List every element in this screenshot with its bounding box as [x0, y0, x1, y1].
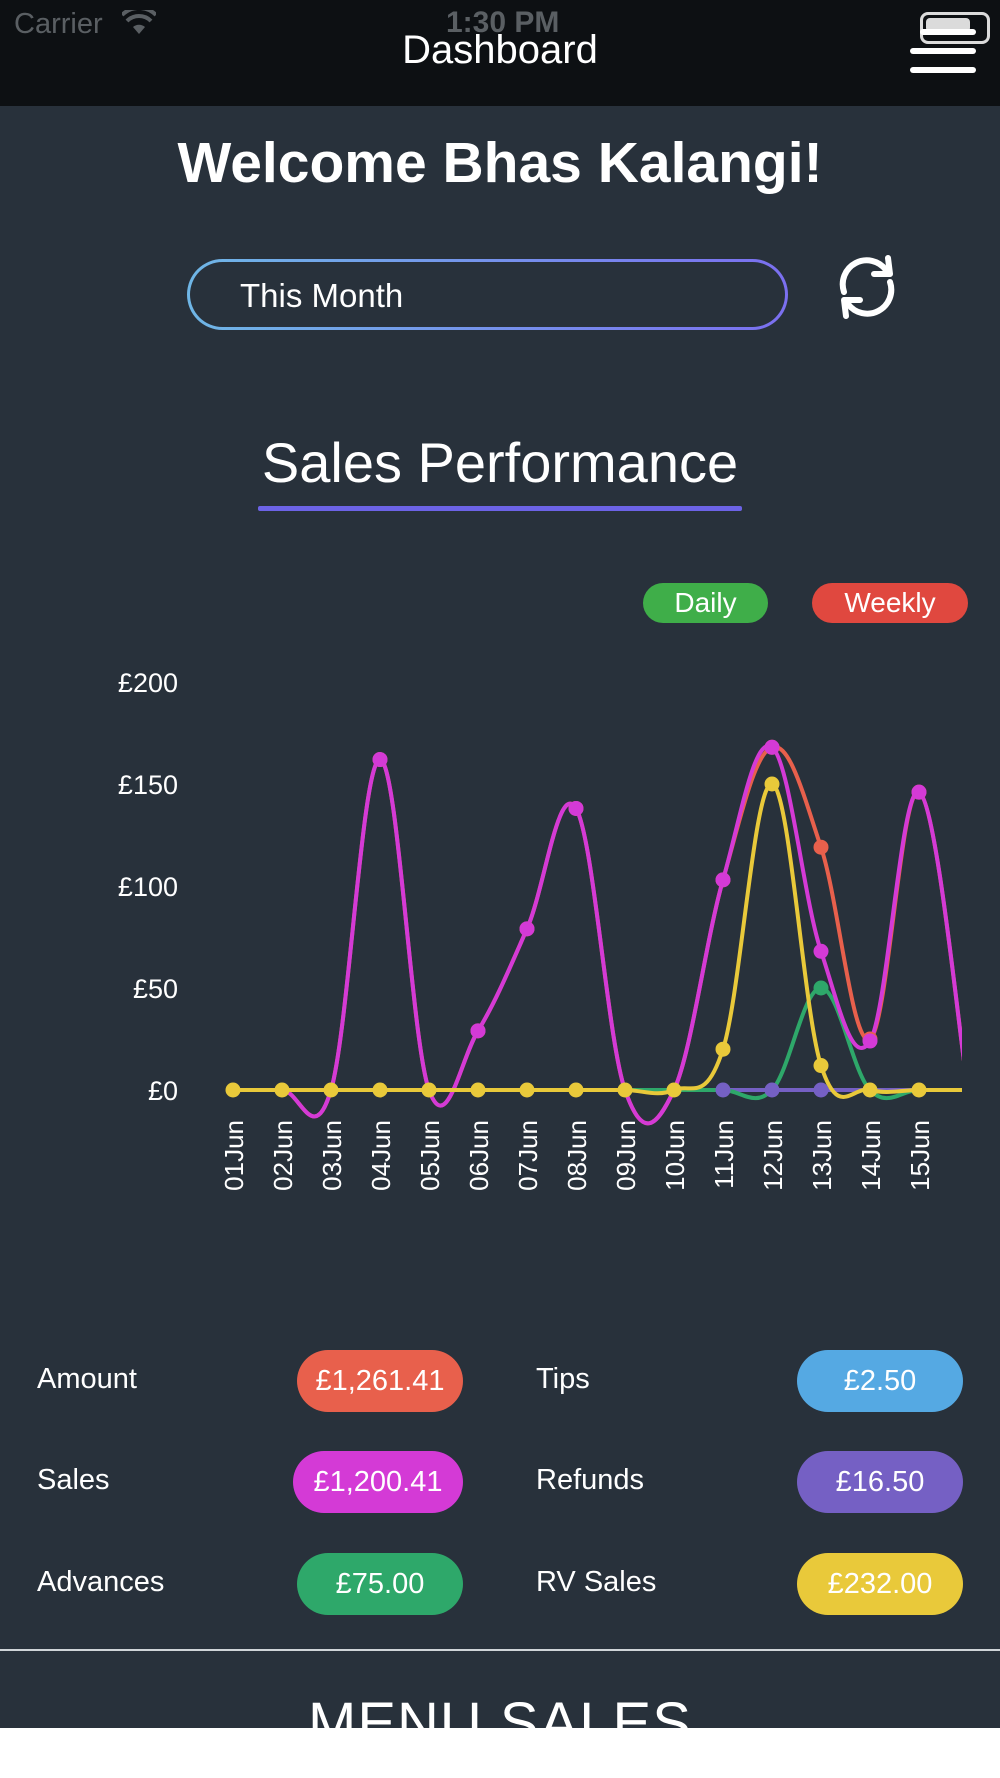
heading-underline — [258, 506, 742, 511]
data-point-rv_sales — [519, 1082, 535, 1098]
amount-label: Amount — [37, 1363, 137, 1395]
data-point-sales — [862, 1033, 878, 1049]
x-tick-label: 09Jun — [611, 1120, 641, 1191]
x-tick-label: 01Jun — [219, 1120, 249, 1191]
x-tick-label: 04Jun — [366, 1120, 396, 1191]
refunds-value: £16.50 — [797, 1451, 963, 1513]
x-tick-label: 06Jun — [464, 1120, 494, 1191]
x-tick-label: 02Jun — [268, 1120, 298, 1191]
y-tick-label: £50 — [133, 974, 178, 1004]
sales-value: £1,200.41 — [293, 1451, 463, 1513]
data-point-rv_sales — [470, 1082, 486, 1098]
data-point-rv_sales — [813, 1058, 829, 1074]
data-point-amount — [813, 839, 829, 855]
x-tick-label: 05Jun — [415, 1120, 445, 1191]
data-point-sales — [715, 872, 731, 888]
data-point-sales — [470, 1023, 486, 1039]
data-point-refunds — [813, 1082, 829, 1098]
data-point-rv_sales — [568, 1082, 584, 1098]
x-tick-label: 03Jun — [317, 1120, 347, 1191]
data-point-advances — [813, 980, 829, 996]
status-carrier: Carrier — [14, 8, 103, 40]
y-tick-label: £150 — [118, 770, 178, 800]
wifi-icon — [122, 10, 156, 34]
y-tick-label: £200 — [118, 668, 178, 698]
amount-value: £1,261.41 — [297, 1350, 463, 1412]
x-tick-label: 14Jun — [856, 1120, 886, 1191]
advances-label: Advances — [37, 1566, 165, 1598]
data-point-sales — [372, 752, 388, 768]
data-point-rv_sales — [862, 1082, 878, 1098]
x-tick-label: 11Jun — [709, 1120, 739, 1189]
x-tick-label: 15Jun — [905, 1120, 935, 1191]
refunds-label: Refunds — [536, 1464, 645, 1496]
data-point-rv_sales — [911, 1082, 927, 1098]
tips-value: £2.50 — [797, 1350, 963, 1412]
status-time: 1:30 PM — [446, 6, 560, 39]
period-dropdown-value: This Month — [240, 277, 404, 314]
data-point-rv_sales — [323, 1082, 339, 1098]
page-title: Dashboard — [402, 28, 598, 72]
advances-value: £75.00 — [297, 1553, 463, 1615]
data-point-rv_sales — [421, 1082, 437, 1098]
x-tick-label: 12Jun — [758, 1120, 788, 1191]
y-tick-label: £0 — [148, 1076, 178, 1106]
x-tick-label: 13Jun — [807, 1120, 837, 1191]
sales-performance-heading: Sales Performance — [261, 431, 739, 494]
x-tick-label: 08Jun — [562, 1120, 592, 1191]
weekly-toggle[interactable]: Weekly — [812, 583, 968, 623]
section-divider — [0, 1649, 1000, 1651]
daily-toggle[interactable]: Daily — [643, 583, 768, 623]
y-tick-label: £100 — [118, 872, 178, 902]
data-point-rv_sales — [764, 776, 780, 792]
dashboard-screen: Carrier 1:30 PM Dashboard Welcome Bhas K… — [0, 0, 1000, 1728]
rv-sales-label: RV Sales — [536, 1566, 657, 1598]
data-point-sales — [519, 921, 535, 937]
tips-label: Tips — [536, 1363, 590, 1395]
data-point-refunds — [764, 1082, 780, 1098]
navigation-bar: Carrier 1:30 PM Dashboard — [0, 0, 1000, 106]
data-point-rv_sales — [274, 1082, 290, 1098]
refresh-icon[interactable] — [830, 250, 904, 324]
sales-line-chart: £0 £50 £100 £150 £200 01Jun 02Jun 03Jun 04Jun 05J… — [118, 668, 962, 1191]
hamburger-menu-icon[interactable] — [910, 25, 976, 77]
data-point-refunds — [715, 1082, 731, 1098]
data-point-sales — [568, 800, 584, 816]
rv-sales-value: £232.00 — [797, 1553, 963, 1615]
data-point-rv_sales — [715, 1041, 731, 1057]
data-point-sales — [813, 943, 829, 959]
x-tick-label: 10Jun — [660, 1120, 690, 1191]
battery-icon — [920, 12, 990, 44]
data-point-sales — [764, 739, 780, 755]
data-point-rv_sales — [225, 1082, 241, 1098]
x-tick-label: 07Jun — [513, 1120, 543, 1191]
menu-sales-heading: MENU SALES — [308, 1691, 692, 1728]
sales-label: Sales — [37, 1464, 110, 1496]
welcome-heading: Welcome Bhas Kalangi! — [177, 131, 823, 195]
period-dropdown[interactable]: This Month — [187, 259, 788, 330]
data-point-rv_sales — [666, 1082, 682, 1098]
data-point-rv_sales — [372, 1082, 388, 1098]
data-point-rv_sales — [617, 1082, 633, 1098]
data-point-sales — [911, 784, 927, 800]
